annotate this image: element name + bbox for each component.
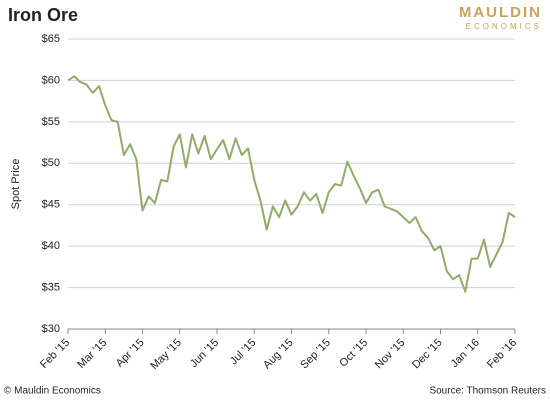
logo: MAULDIN — [459, 4, 542, 21]
x-tick-label: Mar '15 — [75, 337, 109, 371]
y-tick-label: $65 — [42, 33, 60, 45]
x-tick-label: Apr '15 — [114, 337, 147, 370]
y-tick-label: $40 — [42, 240, 60, 252]
x-tick-label: Jul '15 — [228, 337, 259, 368]
line — [67, 75, 516, 293]
y-tick-label: $50 — [42, 157, 60, 169]
x-tick-label: Dec '15 — [410, 337, 445, 372]
y-tick-label: $55 — [42, 116, 60, 128]
x-tick-label: Jun '15 — [188, 337, 221, 370]
x-tick-label: Jan '16 — [449, 337, 482, 370]
y-tick-label: $30 — [42, 323, 60, 335]
x-tick-label: Aug '15 — [261, 337, 296, 372]
y-tick-label: $35 — [42, 281, 60, 293]
footer: © Mauldin Economics — [4, 386, 101, 397]
x-tick-label: May '15 — [148, 337, 183, 372]
y-axis-label: Spot Price — [10, 159, 22, 210]
x-tick-label: Feb '16 — [485, 337, 519, 371]
source: Source: Thomson Reuters — [429, 386, 546, 397]
x-tick-label: Nov '15 — [373, 337, 408, 372]
x-tick-label: Feb '15 — [38, 337, 72, 371]
x-tick-label: Sep '15 — [298, 337, 333, 372]
chart-title: Iron Ore — [8, 5, 78, 25]
y-tick-label: $45 — [42, 199, 60, 211]
x-tick-label: Oct '15 — [337, 337, 370, 370]
y-tick-label: $60 — [42, 74, 60, 86]
logo-subtitle: ECONOMICS — [466, 22, 542, 31]
